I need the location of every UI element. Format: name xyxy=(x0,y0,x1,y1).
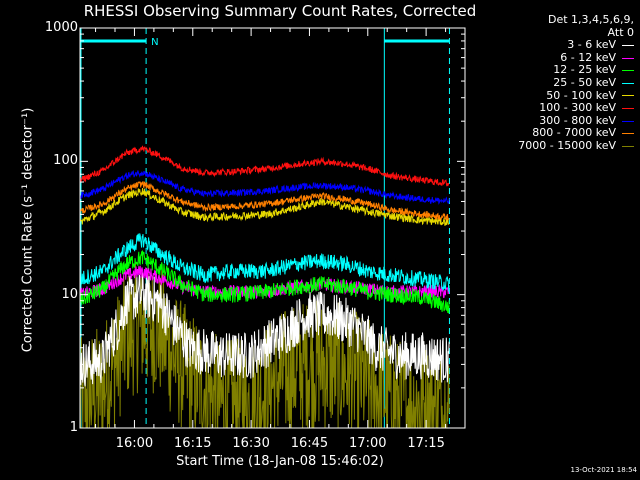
x-tick-label: 17:15 xyxy=(407,436,445,451)
series-line-5 xyxy=(79,145,450,187)
y-tick-label: 100 xyxy=(53,153,78,169)
legend-header-detectors: Det 1,3,4,5,6,9, xyxy=(547,13,634,26)
legend-entry: 50 - 100 keV xyxy=(518,88,634,103)
legend-entry: 3 - 6 keV xyxy=(518,39,634,52)
legend-label: 3 - 6 keV xyxy=(567,38,616,52)
axis-ticks xyxy=(80,27,466,429)
legend-entries: 3 - 6 keV 6 - 12 keV 12 - 25 keV 25 - 50 ke… xyxy=(518,39,634,152)
legend-label: 25 - 50 keV xyxy=(553,75,616,89)
y-tick-label: 1000 xyxy=(44,20,78,35)
chart-title: RHESSI Observing Summary Count Rates, Co… xyxy=(83,2,477,20)
legend-label: 800 - 7000 keV xyxy=(532,126,616,140)
y-tick-label: 10 xyxy=(61,286,78,302)
series-line-6 xyxy=(79,170,450,205)
series-line-4 xyxy=(79,187,450,226)
legend-swatch xyxy=(622,145,634,147)
x-tick-label: 17:00 xyxy=(349,436,387,451)
legend-entry: 6 - 12 keV xyxy=(518,50,634,65)
legend-swatch xyxy=(622,107,634,109)
legend-swatch xyxy=(622,44,634,46)
x-axis-label: Start Time (18-Jan-08 15:46:02) xyxy=(176,454,384,469)
legend-entry: 25 - 50 keV xyxy=(518,75,634,90)
legend-swatch xyxy=(622,57,634,59)
legend-swatch xyxy=(622,133,634,135)
y-tick-label: 1 xyxy=(69,420,78,435)
night-marker: N xyxy=(151,37,158,48)
legend-label: 100 - 300 keV xyxy=(539,101,616,115)
series-line-0 xyxy=(79,272,450,387)
series-line-2 xyxy=(79,249,450,314)
series-curves xyxy=(79,145,450,429)
legend-swatch xyxy=(622,95,634,97)
x-tick-label: 16:00 xyxy=(115,436,154,451)
legend-label: 7000 - 15000 keV xyxy=(518,138,616,152)
legend-label: 300 - 800 keV xyxy=(539,113,616,127)
y-axis-label: Corrected Count Rate (s⁻¹ detector⁻¹) xyxy=(20,107,36,353)
legend-entry: 7000 - 15000 keV xyxy=(518,138,634,153)
x-tick-label: 16:30 xyxy=(232,436,270,451)
plot-frame xyxy=(79,27,466,429)
legend-entry: 300 - 800 keV xyxy=(518,113,634,128)
legend-swatch xyxy=(622,120,634,122)
x-tick-label: 16:15 xyxy=(174,436,212,451)
legend-swatch xyxy=(622,82,634,84)
legend-header-attenuator: Att 0 xyxy=(607,25,634,39)
legend: Det 1,3,4,5,6,9, Att 0 3 - 6 keV 6 - 12 k… xyxy=(518,13,634,153)
footer-timestamp: 13-Oct-2021 18:54 xyxy=(570,466,637,474)
series-line-7 xyxy=(79,181,450,221)
legend-entry: 100 - 300 keV xyxy=(518,102,634,115)
series-line-3 xyxy=(79,233,450,292)
x-tick-label: 16:45 xyxy=(290,436,329,451)
legend-entry: 12 - 25 keV xyxy=(518,64,634,77)
legend-label: 12 - 25 keV xyxy=(553,63,616,77)
legend-entry: 800 - 7000 keV xyxy=(518,127,634,140)
legend-label: 50 - 100 keV xyxy=(546,88,616,102)
legend-swatch xyxy=(622,70,634,72)
legend-label: 6 - 12 keV xyxy=(560,50,616,64)
